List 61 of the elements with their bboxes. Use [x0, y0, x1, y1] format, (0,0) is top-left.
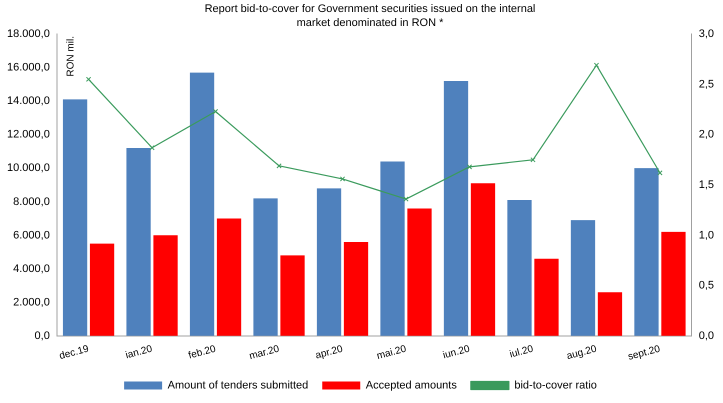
- bar: [534, 258, 559, 336]
- bar: [316, 188, 342, 336]
- bar: [661, 232, 686, 336]
- x-tick-label: feb.20: [187, 344, 218, 362]
- bar: [634, 168, 659, 336]
- bar: [344, 242, 368, 336]
- x-tick-label: sept.20: [626, 344, 662, 363]
- point: [86, 76, 92, 82]
- point: [340, 176, 346, 182]
- point: [403, 196, 409, 202]
- y2-tick-label: 1,5: [698, 178, 714, 191]
- bar: [253, 198, 278, 336]
- y2-tick-label: 2,5: [698, 78, 714, 90]
- point: [594, 62, 600, 68]
- bar: [407, 208, 432, 336]
- point: [276, 163, 282, 168]
- y-tick-label: 2.000,0: [13, 296, 50, 308]
- bar: [126, 148, 151, 336]
- y-tick-label: 4.000,0: [13, 262, 50, 275]
- bar: [507, 200, 532, 336]
- y2-tick-label: 0,5: [698, 280, 714, 292]
- x-tick-label: iul.20: [508, 344, 535, 360]
- legend-label: Amount of tenders submitted: [168, 380, 308, 392]
- y-tick-label: 10.000,0: [6, 162, 50, 174]
- x-tick-label: apr.20: [314, 344, 344, 362]
- y-tick-label: 18.000,0: [6, 28, 50, 40]
- chart-title: Report bid-to-cover for Government securities issued on the internal market denominated in RON *: [204, 2, 536, 30]
- bar: [570, 220, 596, 336]
- y-tick-label: 16.000,0: [6, 62, 50, 74]
- bar: [444, 80, 468, 336]
- x-tick-label: aug.20: [566, 344, 598, 362]
- y-tick-label: 14.000,0: [6, 95, 50, 108]
- bar: [190, 72, 214, 336]
- y-tick-label: 8.000,0: [13, 196, 50, 208]
- x-tick-label: ian.20: [124, 344, 154, 362]
- x-tick-label: dec.19: [58, 344, 90, 362]
- bar: [90, 244, 114, 336]
- bar: [216, 218, 242, 336]
- legend-label: Accepted amounts: [366, 380, 458, 392]
- x-tick-label: iun.20: [442, 344, 472, 362]
- x-tick-label: mai.20: [376, 344, 408, 362]
- point: [530, 157, 536, 162]
- bar: [598, 292, 622, 336]
- y2-tick-label: 3,0: [698, 28, 714, 40]
- y2-tick-label: 0,0: [698, 330, 714, 342]
- legend-label: bid-to-cover ratio: [514, 380, 597, 392]
- y-axis-title: RON mil.: [66, 36, 77, 77]
- y-tick-label: 6.000,0: [13, 229, 50, 242]
- y2-tick-label: 2,0: [698, 128, 714, 141]
- bar: [62, 99, 88, 336]
- x-tick-label: mar.20: [248, 344, 281, 362]
- y-tick-label: 0,0: [34, 330, 50, 342]
- y-tick-label: 12.000,0: [6, 128, 50, 141]
- point: [149, 145, 155, 150]
- y2-tick-label: 1,0: [698, 229, 714, 242]
- bar: [280, 255, 305, 336]
- point: [466, 164, 472, 170]
- bar: [470, 183, 496, 336]
- bar: [153, 235, 178, 336]
- point: [212, 108, 218, 114]
- bar: [380, 161, 405, 336]
